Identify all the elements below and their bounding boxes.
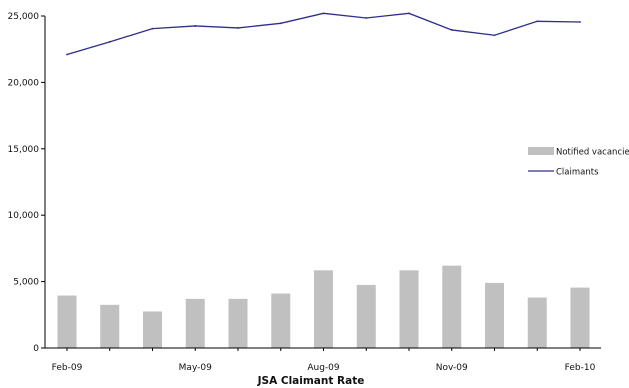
legend: Notified vacancies Claimants — [528, 147, 629, 178]
y-tick-label: 15,000 — [8, 145, 40, 155]
claimants-point — [450, 29, 453, 31]
claimants-point — [322, 12, 325, 15]
claimants-point — [279, 22, 282, 25]
bar-notified-vacancies — [228, 298, 248, 348]
bar-notified-vacancies — [570, 287, 590, 348]
claimants-point — [108, 40, 111, 43]
bar-notified-vacancies — [356, 284, 376, 348]
bar-series-notified-vacancies — [57, 265, 590, 348]
y-axis: 0 5,000 10,000 15,000 20,000 25,000 — [8, 12, 46, 354]
claimants-line — [66, 12, 581, 56]
claimants-point — [408, 12, 410, 15]
line-series-claimants — [66, 12, 581, 56]
claimants-point — [237, 27, 239, 29]
bar-notified-vacancies — [185, 298, 205, 348]
y-tick-label: 10,000 — [8, 211, 40, 221]
y-tick-label: 5,000 — [13, 278, 39, 288]
y-tick-label: 20,000 — [8, 78, 40, 88]
x-tick-label: Nov-09 — [436, 363, 468, 373]
claimants-point — [493, 34, 496, 37]
bar-notified-vacancies — [57, 295, 77, 348]
x-tick-label: Feb-10 — [565, 363, 596, 373]
x-tick-label: May-09 — [179, 363, 212, 373]
bar-notified-vacancies — [314, 270, 333, 348]
claimants-point — [194, 25, 197, 27]
x-tick-label: Feb-09 — [52, 363, 83, 373]
y-tick-label: 25,000 — [8, 12, 40, 22]
bar-notified-vacancies — [100, 304, 120, 348]
bar-notified-vacancies — [143, 311, 162, 348]
claimants-point — [536, 20, 539, 23]
bar-notified-vacancies — [271, 293, 291, 348]
bar-notified-vacancies — [527, 297, 547, 348]
claimants-point — [365, 17, 368, 19]
y-tick-label: 0 — [33, 344, 39, 354]
claimants-point — [66, 53, 68, 56]
claimants-point — [579, 21, 581, 23]
x-axis: Feb-09 May-09 Aug-09 Nov-09 Feb-10 — [45, 347, 601, 373]
claimants-point — [151, 27, 154, 30]
x-axis-title: JSA Claimant Rate — [257, 375, 365, 387]
legend-label-notified-vacancies: Notified vacancies — [556, 148, 629, 158]
legend-label-claimants: Claimants — [556, 168, 599, 178]
x-tick-label: Aug-09 — [307, 363, 340, 373]
legend-swatch-notified-vacancies — [528, 147, 554, 155]
bar-notified-vacancies — [485, 282, 504, 348]
bar-notified-vacancies — [399, 270, 419, 348]
bar-notified-vacancies — [442, 265, 462, 348]
